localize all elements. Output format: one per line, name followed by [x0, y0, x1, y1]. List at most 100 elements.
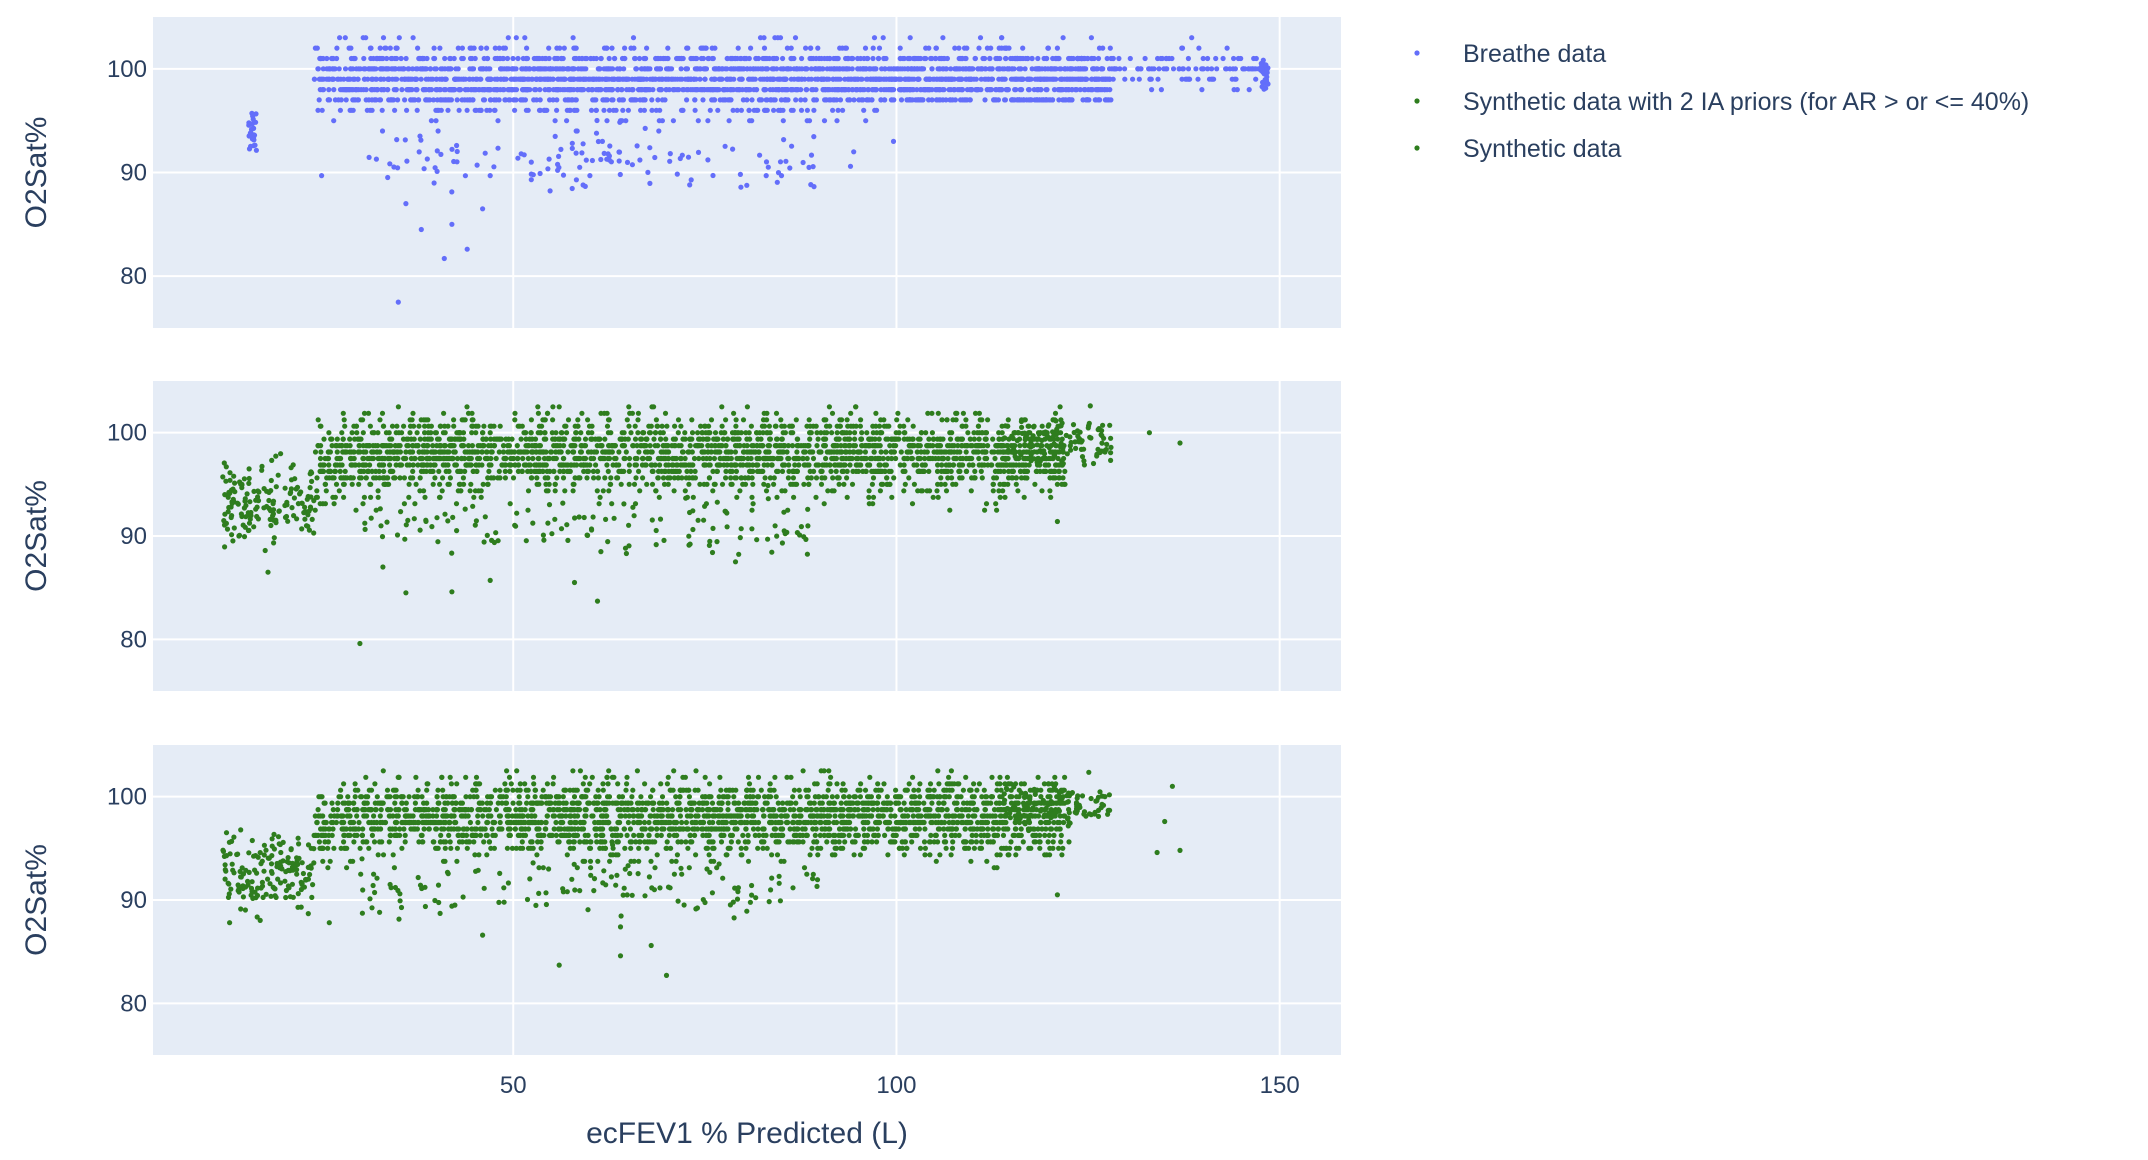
scatter-point: [905, 66, 911, 72]
scatter-point: [828, 468, 834, 474]
scatter-point: [634, 143, 640, 149]
scatter-point: [1231, 87, 1237, 93]
scatter-point: [460, 443, 466, 449]
scatter-point: [626, 481, 632, 487]
scatter-point: [360, 35, 366, 41]
scatter-point: [1044, 97, 1050, 103]
scatter-point: [927, 76, 933, 82]
scatter-point: [629, 87, 635, 93]
scatter-point: [519, 97, 526, 103]
scatter-point: [609, 45, 615, 51]
scatter-point: [386, 481, 392, 487]
scatter-point: [611, 107, 617, 113]
scatter-point: [682, 455, 688, 462]
scatter-point: [487, 173, 493, 179]
scatter-point: [732, 55, 738, 62]
scatter-point: [813, 475, 820, 481]
scatter-point: [560, 475, 567, 481]
scatter-point: [875, 55, 882, 62]
scatter-point: [473, 430, 479, 436]
scatter-point: [410, 66, 416, 72]
scatter-point: [873, 87, 879, 93]
scatter-point: [379, 107, 385, 113]
scatter-point: [1224, 45, 1230, 51]
scatter-point: [340, 410, 346, 416]
scatter-point: [589, 87, 595, 93]
scatter-point: [780, 55, 786, 62]
scatter-point: [914, 462, 920, 468]
scatter-point: [1067, 97, 1073, 103]
scatter-point: [653, 417, 660, 423]
scatter-point: [1209, 66, 1215, 72]
scatter-point: [811, 107, 817, 113]
scatter-point: [899, 66, 905, 72]
scatter-point: [861, 107, 867, 113]
scatter-point: [688, 468, 694, 474]
scatter-point: [876, 436, 882, 442]
scatter-point: [1096, 87, 1102, 93]
scatter-point: [352, 97, 358, 103]
scatter-point: [679, 475, 685, 481]
scatter-point: [910, 423, 916, 429]
scatter-point: [858, 417, 864, 423]
scatter-point: [877, 488, 884, 494]
scatter-point: [1044, 55, 1050, 62]
scatter-point: [657, 462, 663, 468]
scatter-point: [796, 76, 802, 82]
scatter-point: [404, 107, 410, 113]
scatter-point: [596, 436, 602, 442]
scatter-point: [663, 87, 670, 93]
scatter-point: [570, 35, 576, 41]
scatter-point: [778, 107, 784, 113]
scatter-point: [705, 443, 711, 449]
scatter-point: [317, 455, 324, 462]
scatter-point: [681, 87, 687, 93]
scatter-point: [323, 488, 329, 494]
scatter-point: [640, 475, 646, 481]
scatter-point: [623, 118, 629, 124]
scatter-point: [744, 449, 750, 455]
scatter-point: [442, 430, 448, 436]
scatter-point: [724, 66, 730, 72]
scatter-point: [529, 475, 535, 481]
scatter-point: [962, 55, 968, 62]
scatter-point: [627, 410, 633, 416]
scatter-point: [1022, 468, 1028, 474]
scatter-point: [1043, 87, 1049, 93]
scatter-point: [675, 430, 681, 436]
scatter-point: [841, 481, 847, 487]
scatter-point: [574, 87, 580, 93]
scatter-point: [653, 55, 659, 62]
scatter-point: [438, 107, 444, 113]
scatter-point: [830, 443, 837, 449]
scatter-point: [871, 449, 877, 455]
scatter-point: [437, 481, 443, 487]
scatter-point: [543, 76, 550, 82]
scatter-point: [484, 45, 490, 51]
scatter-point: [938, 475, 944, 481]
scatter-point: [685, 87, 691, 93]
scatter-point: [765, 462, 771, 468]
scatter-point: [480, 66, 486, 72]
scatter-point: [580, 462, 587, 468]
scatter-point: [326, 430, 332, 436]
scatter-point: [966, 76, 972, 82]
scatter-point: [948, 449, 954, 455]
scatter-point: [1029, 55, 1035, 62]
scatter-point: [474, 162, 480, 168]
scatter-point: [603, 97, 609, 103]
scatter-point: [866, 87, 872, 93]
scatter-point: [1088, 35, 1094, 41]
scatter-point: [379, 128, 386, 134]
scatter-point: [1035, 55, 1041, 62]
scatter-point: [373, 156, 379, 162]
scatter-point: [731, 66, 737, 72]
scatter-point: [857, 87, 864, 93]
scatter-point: [931, 76, 938, 82]
scatter-point: [665, 76, 671, 82]
scatter-point: [312, 449, 319, 455]
scatter-point: [763, 488, 770, 494]
scatter-point: [630, 443, 637, 449]
scatter-point: [994, 507, 1000, 513]
